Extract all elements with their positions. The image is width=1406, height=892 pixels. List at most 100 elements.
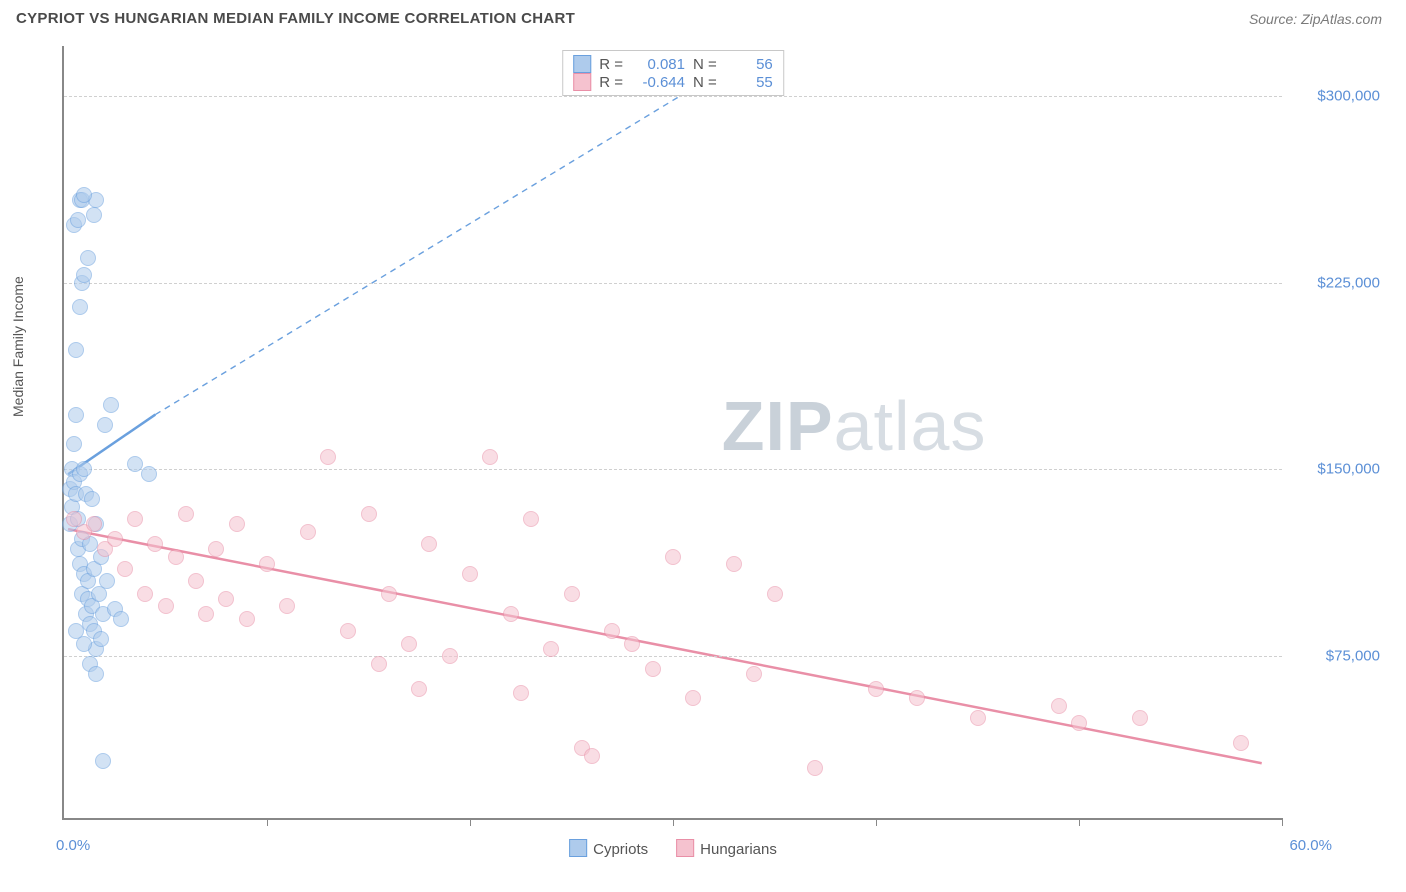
data-point (127, 511, 143, 527)
data-point (624, 636, 640, 652)
data-point (259, 556, 275, 572)
x-tick (267, 818, 268, 826)
data-point (198, 606, 214, 622)
x-tick (876, 818, 877, 826)
legend-row-cypriots: R = 0.081 N = 56 (573, 55, 773, 73)
data-point (1132, 710, 1148, 726)
swatch-icon (676, 839, 694, 857)
data-point (218, 591, 234, 607)
swatch-icon (569, 839, 587, 857)
data-point (113, 611, 129, 627)
source-attribution: Source: ZipAtlas.com (1249, 11, 1382, 27)
gridline (64, 283, 1282, 284)
data-point (99, 573, 115, 589)
data-point (107, 531, 123, 547)
n-value-cypriots: 56 (725, 56, 773, 73)
data-point (68, 342, 84, 358)
data-point (84, 491, 100, 507)
data-point (72, 299, 88, 315)
x-tick (673, 818, 674, 826)
data-point (411, 681, 427, 697)
data-point (371, 656, 387, 672)
data-point (381, 586, 397, 602)
data-point (523, 511, 539, 527)
swatch-cypriots (573, 55, 591, 73)
watermark: ZIPatlas (722, 386, 987, 466)
data-point (239, 611, 255, 627)
x-tick (1079, 818, 1080, 826)
data-point (66, 436, 82, 452)
data-point (401, 636, 417, 652)
data-point (76, 187, 92, 203)
data-point (482, 449, 498, 465)
data-point (279, 598, 295, 614)
data-point (564, 586, 580, 602)
data-point (503, 606, 519, 622)
data-point (340, 623, 356, 639)
data-point (97, 417, 113, 433)
y-tick-label: $150,000 (1290, 461, 1380, 478)
data-point (76, 461, 92, 477)
plot-area: ZIPatlas R = 0.081 N = 56 R = -0.644 N =… (62, 46, 1282, 820)
x-axis-max-label: 60.0% (1289, 837, 1332, 854)
data-point (970, 710, 986, 726)
data-point (685, 690, 701, 706)
data-point (513, 685, 529, 701)
data-point (168, 549, 184, 565)
y-tick-label: $300,000 (1290, 87, 1380, 104)
data-point (141, 466, 157, 482)
y-tick-label: $75,000 (1290, 648, 1380, 665)
data-point (95, 753, 111, 769)
x-axis-min-label: 0.0% (56, 837, 90, 854)
correlation-legend: R = 0.081 N = 56 R = -0.644 N = 55 (562, 50, 784, 96)
data-point (188, 573, 204, 589)
legend-row-hungarians: R = -0.644 N = 55 (573, 73, 773, 91)
x-tick (1282, 818, 1283, 826)
data-point (158, 598, 174, 614)
data-point (868, 681, 884, 697)
swatch-hungarians (573, 73, 591, 91)
x-tick (470, 818, 471, 826)
data-point (320, 449, 336, 465)
r-value-hungarians: -0.644 (631, 74, 685, 91)
data-point (70, 212, 86, 228)
data-point (147, 536, 163, 552)
data-point (726, 556, 742, 572)
data-point (86, 207, 102, 223)
data-point (178, 506, 194, 522)
data-point (421, 536, 437, 552)
data-point (137, 586, 153, 602)
data-point (645, 661, 661, 677)
data-point (1071, 715, 1087, 731)
y-axis-label: Median Family Income (10, 276, 26, 417)
gridline (64, 656, 1282, 657)
gridline (64, 469, 1282, 470)
data-point (80, 250, 96, 266)
chart-title: CYPRIOT VS HUNGARIAN MEDIAN FAMILY INCOM… (16, 10, 575, 27)
data-point (361, 506, 377, 522)
data-point (117, 561, 133, 577)
data-point (76, 267, 92, 283)
data-point (229, 516, 245, 532)
data-point (543, 641, 559, 657)
data-point (665, 549, 681, 565)
series-legend: Cypriots Hungarians (569, 839, 777, 858)
data-point (442, 648, 458, 664)
data-point (208, 541, 224, 557)
data-point (807, 760, 823, 776)
data-point (1233, 735, 1249, 751)
data-point (1051, 698, 1067, 714)
trend-lines (64, 46, 1282, 818)
data-point (68, 407, 84, 423)
y-tick-label: $225,000 (1290, 274, 1380, 291)
data-point (127, 456, 143, 472)
legend-item-hungarians: Hungarians (676, 839, 777, 858)
data-point (88, 666, 104, 682)
data-point (68, 623, 84, 639)
data-point (584, 748, 600, 764)
n-value-hungarians: 55 (725, 74, 773, 91)
data-point (300, 524, 316, 540)
data-point (604, 623, 620, 639)
data-point (767, 586, 783, 602)
data-point (86, 516, 102, 532)
